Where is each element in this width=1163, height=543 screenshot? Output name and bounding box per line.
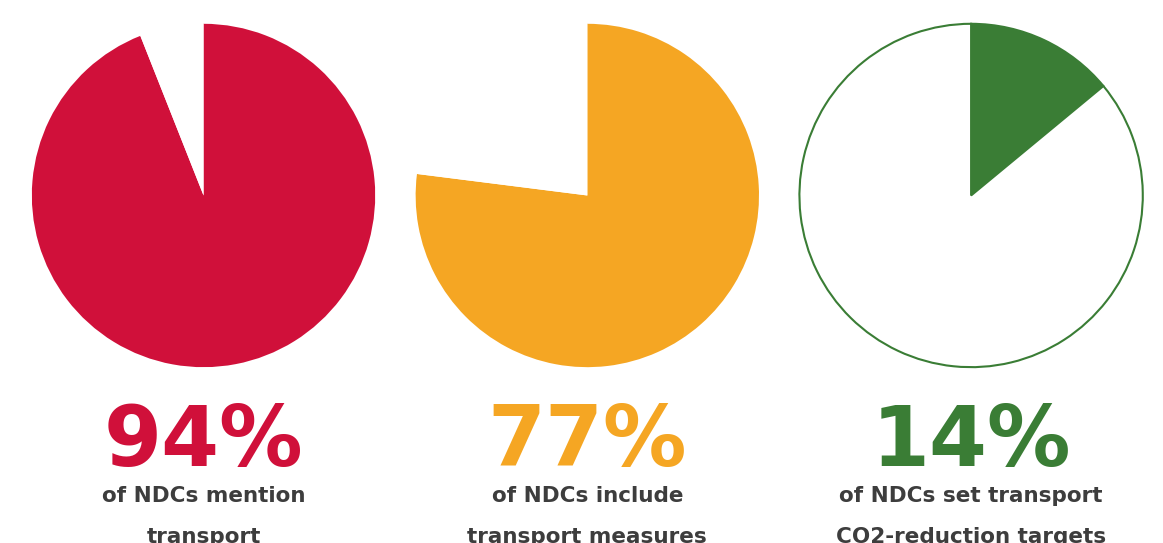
- Text: 77%: 77%: [487, 402, 687, 483]
- Text: of NDCs include: of NDCs include: [492, 486, 683, 506]
- Text: transport measures: transport measures: [468, 527, 707, 543]
- Text: of NDCs set transport: of NDCs set transport: [840, 486, 1103, 506]
- Wedge shape: [971, 24, 1104, 195]
- Text: transport: transport: [147, 527, 261, 543]
- Text: 94%: 94%: [104, 402, 304, 483]
- Wedge shape: [418, 24, 587, 195]
- Text: of NDCs mention: of NDCs mention: [102, 486, 305, 506]
- Wedge shape: [799, 24, 1143, 367]
- Wedge shape: [31, 24, 376, 367]
- Wedge shape: [415, 24, 759, 367]
- Text: CO2-reduction targets: CO2-reduction targets: [836, 527, 1106, 543]
- Text: 14%: 14%: [871, 402, 1071, 483]
- Wedge shape: [141, 24, 204, 195]
